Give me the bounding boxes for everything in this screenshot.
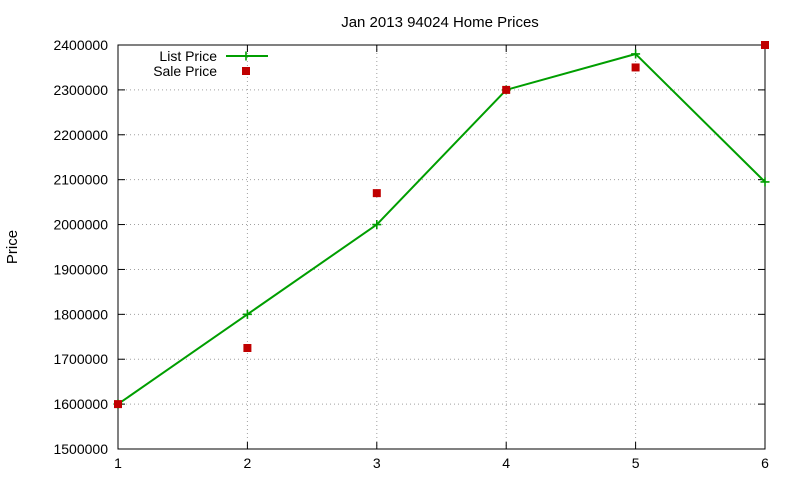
axis-ticks: 1500000 1600000 1700000 1800000 1900000 20000… (53, 37, 769, 471)
list-price-point (760, 177, 770, 187)
list-price-line (117, 52, 766, 405)
legend-label: List Price (159, 48, 217, 64)
y-tick-label: 1800000 (53, 306, 108, 322)
sale-price-point (372, 189, 381, 198)
sale-price-point (243, 344, 252, 352)
y-tick-label: 2100000 (53, 172, 108, 188)
sale-price-point (761, 41, 769, 49)
list-price-point (372, 220, 382, 230)
x-tick-label: 1 (114, 455, 122, 471)
sale-price-point (114, 400, 122, 409)
x-tick-label: 3 (373, 455, 381, 471)
y-tick-label: 1600000 (53, 396, 108, 412)
y-tick-label: 2300000 (53, 82, 108, 98)
legend-plus-marker (241, 51, 251, 61)
sale-price-point (631, 63, 640, 72)
legend-label: Sale Price (153, 63, 217, 79)
legend-square-marker (242, 67, 250, 75)
y-tick-label: 2400000 (53, 37, 108, 53)
y-axis-label: Price (4, 230, 21, 264)
y-tick-label: 2000000 (53, 217, 108, 233)
chart-title: Jan 2013 94024 Home Prices (341, 14, 539, 31)
list-price-point (242, 309, 252, 319)
series-layer (113, 41, 770, 409)
x-tick-label: 2 (244, 455, 252, 471)
x-tick-label: 5 (632, 455, 640, 471)
y-tick-label: 1500000 (53, 441, 108, 457)
y-tick-label: 1900000 (53, 261, 108, 277)
list-price-point (631, 49, 641, 59)
sale-price-point (502, 85, 511, 94)
grid-lines (118, 45, 765, 449)
plot-border (117, 44, 766, 450)
y-tick-label: 1700000 (53, 351, 108, 367)
x-tick-label: 4 (502, 455, 510, 471)
x-tick-label: 6 (761, 455, 769, 471)
y-tick-label: 2200000 (53, 127, 108, 143)
